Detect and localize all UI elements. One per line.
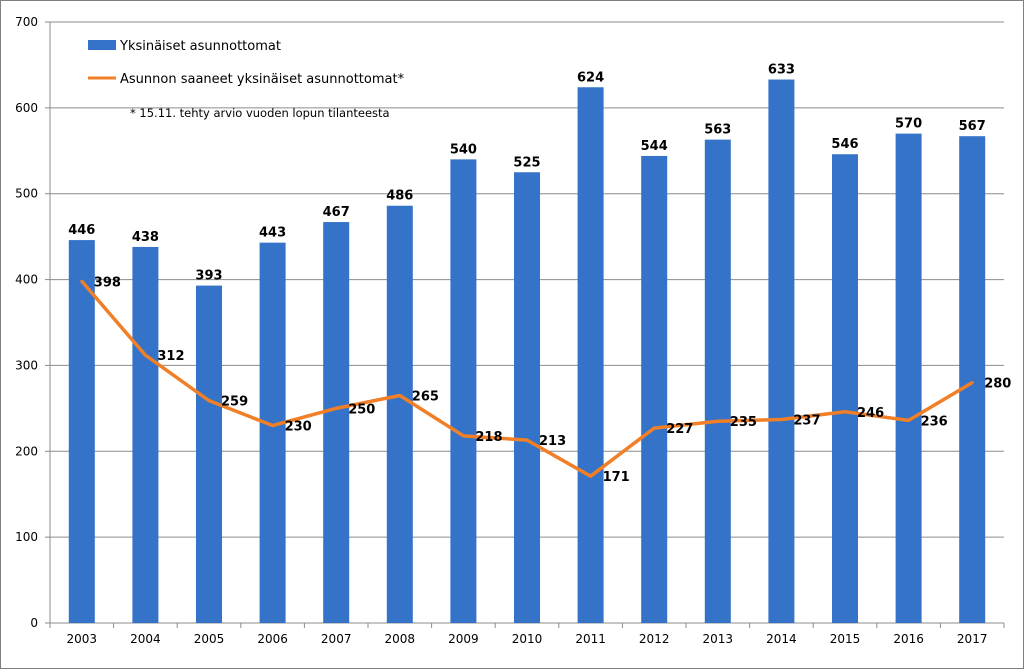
- bar: [959, 136, 986, 623]
- bar: [704, 139, 731, 624]
- line-value-label: 213: [539, 434, 566, 449]
- x-tick-label: 2012: [639, 632, 670, 646]
- line-value-label: 171: [603, 470, 630, 485]
- line-point: [525, 438, 529, 442]
- legend: Yksinäiset asunnottomat Asunnon saaneet …: [88, 39, 405, 120]
- bar: [895, 133, 922, 623]
- bar-value-label: 540: [450, 142, 477, 157]
- x-tick-label: 2014: [766, 632, 797, 646]
- bar-value-label: 624: [577, 70, 604, 85]
- bar-value-label: 567: [959, 119, 986, 134]
- x-tick-label: 2013: [703, 632, 734, 646]
- bar-value-label: 570: [895, 117, 922, 132]
- x-tick-label: 2006: [257, 632, 288, 646]
- x-tick-label: 2015: [830, 632, 861, 646]
- line-value-label: 398: [94, 275, 121, 290]
- line-value-label: 237: [793, 414, 820, 429]
- line-value-label: 280: [984, 377, 1011, 392]
- bar: [68, 240, 95, 623]
- y-tick-label: 500: [15, 187, 38, 201]
- y-tick-label: 0: [30, 616, 38, 630]
- bar-value-label: 544: [641, 139, 668, 154]
- x-tick-label: 2004: [130, 632, 161, 646]
- bar-value-label: 467: [323, 205, 350, 220]
- x-tick-label: 2011: [575, 632, 606, 646]
- line-point: [207, 399, 211, 403]
- x-tick-label: 2005: [194, 632, 225, 646]
- x-tick-label: 2003: [67, 632, 98, 646]
- line-point: [970, 381, 974, 385]
- line-value-label: 227: [666, 422, 693, 437]
- line-point: [716, 419, 720, 423]
- line-point: [461, 434, 465, 438]
- line-value-label: 230: [285, 420, 312, 435]
- legend-label-bars: Yksinäiset asunnottomat: [119, 39, 281, 54]
- bar: [386, 205, 413, 623]
- bar-series: [68, 79, 986, 624]
- bar-value-label: 563: [704, 123, 731, 138]
- y-tick-label: 300: [15, 358, 38, 372]
- bar: [323, 222, 350, 623]
- bar: [514, 172, 540, 623]
- bar-value-label: 546: [831, 137, 858, 152]
- x-axis: 2003 2004 2005 2006 2007 2008 2009 2010 2011 2012…: [49, 622, 1005, 646]
- line-value-label: 265: [412, 389, 439, 404]
- line-value-label: 246: [857, 406, 884, 421]
- y-tick-label: 100: [15, 530, 38, 544]
- x-tick-label: 2007: [321, 632, 352, 646]
- bar-value-label: 633: [768, 63, 795, 78]
- line-value-label: 218: [475, 430, 502, 445]
- x-tick-label: 2008: [385, 632, 416, 646]
- bar-value-label: 525: [513, 155, 540, 170]
- bar: [259, 242, 286, 623]
- bar: [641, 155, 668, 624]
- line-point: [779, 418, 783, 422]
- y-tick-label: 200: [15, 444, 38, 458]
- bar: [768, 79, 795, 623]
- line-point: [589, 474, 593, 478]
- x-tick-label: 2016: [893, 632, 924, 646]
- line-series: [80, 279, 974, 478]
- line-point: [398, 393, 402, 397]
- bar: [577, 87, 604, 624]
- y-tick-label: 600: [15, 101, 38, 115]
- bar: [832, 154, 858, 623]
- line-point: [334, 406, 338, 410]
- bar-value-label: 438: [132, 230, 159, 245]
- line-value-label: 312: [157, 349, 184, 364]
- data-labels: 446 438 393 443 467 486 540 525 624 544 563 633 546 5…: [68, 63, 1011, 486]
- bar-value-label: 443: [259, 226, 286, 241]
- legend-label-line: Asunnon saaneet yksinäiset asunnottomat*: [120, 72, 405, 87]
- y-axis: 0 100 200 300 400 500 600 700: [15, 15, 51, 630]
- line-point: [907, 418, 911, 422]
- line-value-label: 259: [221, 395, 248, 410]
- line-point: [80, 279, 84, 283]
- bar: [132, 246, 159, 623]
- y-tick-label: 700: [15, 15, 38, 29]
- bar-value-label: 446: [68, 223, 95, 238]
- legend-swatch-bars: [88, 40, 116, 50]
- chart-note: * 15.11. tehty arvio vuoden lopun tilant…: [130, 106, 390, 120]
- line-value-label: 236: [921, 414, 948, 429]
- line-value-label: 250: [348, 402, 375, 417]
- bar-value-label: 393: [195, 269, 222, 284]
- line-point: [271, 424, 275, 428]
- bar: [450, 159, 477, 623]
- x-tick-label: 2009: [448, 632, 479, 646]
- line-point: [843, 410, 847, 414]
- bar-value-label: 486: [386, 189, 413, 204]
- line-point: [143, 353, 147, 357]
- x-tick-label: 2017: [957, 632, 988, 646]
- bar: [196, 285, 222, 623]
- line-point: [652, 426, 656, 430]
- line-value-label: 235: [730, 415, 757, 430]
- x-tick-label: 2010: [512, 632, 543, 646]
- y-tick-label: 400: [15, 273, 38, 287]
